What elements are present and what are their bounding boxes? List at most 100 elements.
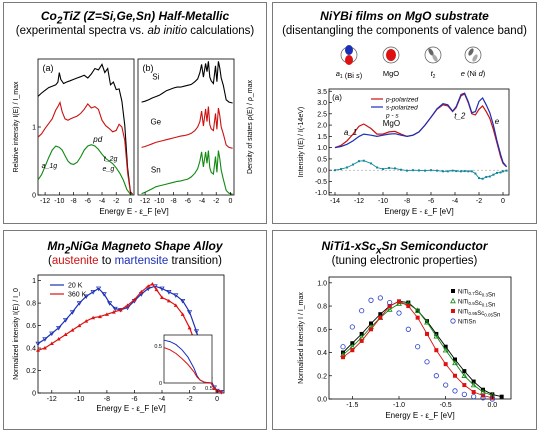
- y-axis-label: Density of states ρ(E) / ρ_max: [247, 80, 254, 174]
- data-point-0: [490, 392, 495, 397]
- data-point-20k: [69, 310, 76, 315]
- data-point-0: [406, 300, 411, 305]
- data-point-0: [378, 312, 383, 317]
- data-point-360k: [77, 323, 82, 328]
- data-point-360k: [118, 307, 123, 312]
- data-point-3: [424, 359, 430, 365]
- plot-frame: [328, 88, 510, 196]
- data-point-2: [443, 362, 448, 367]
- orbital-lobe: [428, 48, 434, 56]
- y-tick-label: 1.0: [317, 280, 327, 287]
- dos-line-1: [141, 106, 233, 149]
- x-tick-label: -2: [113, 198, 119, 205]
- orbital-label: MgO: [383, 69, 399, 78]
- dos-line-2: [141, 150, 233, 195]
- difference-point: [451, 169, 454, 172]
- legend-label: NiTi0.7Sc0.3Sn: [458, 290, 495, 299]
- annotation-eg: e_g: [103, 166, 115, 173]
- data-point-3: [433, 373, 439, 379]
- data-point-2: [415, 315, 420, 320]
- series-label-sn: Sn: [151, 165, 161, 174]
- x-tick-label: 0: [128, 198, 132, 205]
- data-point-2: [397, 299, 401, 304]
- data-point-2: [453, 373, 457, 378]
- y-tick-label: 3.0: [317, 100, 327, 107]
- legend-label: 20 K: [68, 283, 83, 290]
- difference-point: [376, 166, 378, 169]
- x-tick-label: -10: [154, 198, 164, 205]
- difference-point: [412, 169, 414, 172]
- data-point-360k: [154, 287, 159, 292]
- x-tick-label: -8: [404, 198, 410, 205]
- legend-label: p-polarized: [385, 97, 419, 104]
- data-point-360k: [49, 341, 54, 346]
- difference-point: [474, 172, 477, 175]
- data-point-20k: [101, 292, 107, 297]
- spectrum-line-1: [334, 92, 508, 168]
- data-point-360k: [180, 312, 185, 316]
- legend-label: p - s: [385, 113, 399, 120]
- data-point-0: [359, 331, 364, 336]
- y-tick-label: -1.0: [315, 190, 327, 197]
- plot-frame: [37, 58, 135, 196]
- data-point-3: [415, 344, 421, 350]
- data-point-360k: [91, 315, 96, 320]
- difference-point: [442, 170, 444, 173]
- data-point-3: [368, 297, 374, 303]
- y-tick-label: 0.4: [317, 350, 327, 357]
- data-point-3: [443, 382, 449, 388]
- x-tick-label: -6: [85, 198, 91, 205]
- x-axis-label: Energy E - ε_F [eV]: [99, 207, 168, 216]
- data-point-0: [499, 394, 504, 399]
- data-point-20k: [159, 286, 165, 292]
- data-point-1: [414, 307, 421, 313]
- dos-line-0: [141, 61, 233, 104]
- x-tick-label: -6: [131, 396, 137, 403]
- panel-subtitle: (tuning electronic properties): [331, 255, 478, 267]
- y-tick-label: 0.0: [317, 397, 327, 404]
- data-point-20k: [96, 286, 102, 292]
- data-point-3: [387, 299, 393, 306]
- data-point-360k: [63, 332, 68, 337]
- data-point-360k: [84, 319, 89, 323]
- panel-title: NiTi1-xScxSn Semiconductor: [321, 239, 488, 257]
- difference-point: [455, 170, 458, 173]
- inset-x-tick-label: 0: [192, 386, 195, 392]
- data-point-20k: [180, 298, 186, 304]
- orbital-lobe: [432, 54, 438, 62]
- difference-point: [382, 168, 384, 171]
- data-point-3: [340, 344, 346, 350]
- x-axis-label: Energy E - ε_F [eV]: [384, 207, 453, 216]
- difference-point: [424, 169, 426, 172]
- panel-mn2niga: Mn2NiGa Magneto Shape Alloy (austenite t…: [3, 230, 267, 430]
- data-point-20k: [83, 294, 89, 300]
- difference-point: [499, 171, 502, 174]
- difference-point: [406, 169, 408, 172]
- data-point-3: [396, 310, 402, 316]
- x-axis-label: Energy E - ε_F [eV]: [385, 411, 454, 420]
- x-tick-label: -8: [104, 396, 110, 403]
- data-point-2: [471, 390, 476, 395]
- y-axis-label: Relative intensity I(E) / I_max: [13, 81, 20, 173]
- data-point-360k: [42, 346, 47, 350]
- data-point-360k: [104, 312, 109, 316]
- data-point-2: [341, 355, 345, 360]
- data-point-2: [369, 327, 373, 332]
- data-point-0: [453, 357, 457, 362]
- data-point-3: [452, 388, 458, 394]
- difference-point: [418, 169, 420, 172]
- y-tick-label: 0: [32, 391, 36, 398]
- plot-frame: [137, 58, 235, 196]
- x-tick-label: 0: [228, 198, 232, 205]
- data-point-360k: [150, 281, 155, 286]
- x-tick-label: -6: [428, 198, 434, 205]
- x-tick-label: -14: [330, 198, 340, 205]
- y-axis-label: Intensity I(E) / I(-14eV): [298, 107, 305, 177]
- austenite-label: austenite: [51, 255, 99, 267]
- difference-point: [388, 166, 390, 169]
- annotation-mgo: MgO: [383, 119, 400, 128]
- legend-label: NiTi0.9Sc0.1Sn: [458, 300, 495, 309]
- data-point-20k: [173, 293, 179, 298]
- x-tick-label: -4: [159, 396, 165, 403]
- panel-subtitle: (disentangling the components of valence…: [282, 25, 527, 37]
